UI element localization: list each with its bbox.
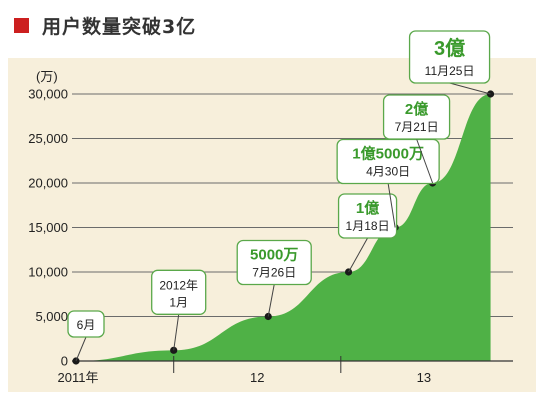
user-count-area — [76, 94, 491, 361]
chart-title: 用户数量突破3亿 — [42, 15, 197, 38]
callout: 1億5000万 4月30日 — [336, 138, 440, 228]
callout-pointer — [267, 284, 275, 317]
callout-main-label: 2億 — [405, 100, 428, 118]
callout-pointer — [387, 183, 396, 228]
callout-box — [408, 30, 491, 84]
callout-pointer — [348, 237, 369, 273]
y-tick-label: 15,000 — [28, 220, 68, 235]
y-tick-label: 30,000 — [28, 87, 68, 102]
callout-date-label: 7月21日 — [395, 120, 439, 134]
callout-date-label: 1月 — [169, 295, 188, 309]
callout: 6月 — [67, 310, 105, 362]
callout-date-label: 11月25日 — [425, 64, 475, 78]
callout-date-label: 7月26日 — [252, 266, 296, 280]
title-marker-icon — [14, 17, 29, 33]
callout: 3億 11月25日 — [408, 30, 491, 95]
callout: 2億 7月21日 — [382, 94, 451, 184]
y-tick-label: 0 — [61, 354, 68, 369]
callout-main-label: 1億5000万 — [352, 145, 424, 163]
x-tick-label: 12 — [250, 370, 264, 385]
y-tick-label: 25,000 — [28, 131, 68, 146]
y-tick-label: 10,000 — [28, 265, 68, 280]
callout-date-label: 4月30日 — [366, 165, 410, 179]
callout-box — [382, 94, 451, 140]
x-tick-label: 13 — [417, 370, 431, 385]
header: 用户数量突破3亿 — [14, 8, 196, 42]
callout-date-label: 1月18日 — [346, 219, 390, 233]
x-tick-label: 2011年 — [58, 370, 99, 385]
callout-main-label: 1億 — [356, 199, 379, 217]
callout-main-label: 2012年 — [159, 278, 198, 292]
callout-box — [337, 193, 398, 239]
callout: 5000万 7月26日 — [236, 239, 312, 317]
y-tick-label: 5,000 — [35, 309, 68, 324]
y-tick-label: 20,000 — [28, 176, 68, 191]
callout-pointer — [449, 82, 491, 95]
callout-main-label: 3億 — [434, 36, 465, 60]
callout: 2012年 1月 — [151, 269, 207, 351]
callout-pointer — [416, 138, 434, 184]
y-axis-unit-label: (万) — [36, 69, 58, 84]
callout-pointer — [173, 314, 180, 351]
callout-box — [236, 239, 312, 286]
callout-main-label: 5000万 — [250, 247, 298, 264]
callout-box — [67, 310, 105, 338]
callout: 1億 1月18日 — [337, 193, 398, 273]
callout-box — [151, 269, 207, 315]
callout-label: 6月 — [77, 318, 96, 332]
callout-pointer — [75, 336, 87, 362]
